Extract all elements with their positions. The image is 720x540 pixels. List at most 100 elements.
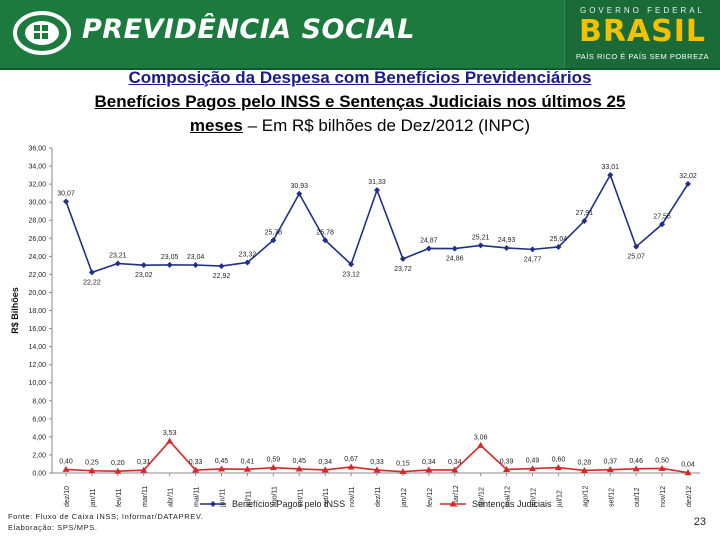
data-point-series-2 xyxy=(580,466,588,473)
data-label-series-1: 32,02 xyxy=(679,173,697,180)
data-label-series-2: 0,04 xyxy=(681,462,695,469)
data-label-series-1: 27,91 xyxy=(576,210,594,217)
data-label-series-1: 24,86 xyxy=(446,256,464,263)
y-tick-label: 26,00 xyxy=(28,236,46,243)
x-tick-label: mar/12 xyxy=(453,485,460,507)
y-tick-label: 28,00 xyxy=(28,218,46,225)
y-tick-label: 10,00 xyxy=(28,380,46,387)
government-brand: GOVERNO FEDERAL BRASIL PAÍS RICO É PAÍS … xyxy=(564,0,720,68)
data-label-series-2: 0,34 xyxy=(422,459,436,466)
data-label-series-1: 23,02 xyxy=(135,272,153,279)
heading-line-1: Composição da Despesa com Benefícios Pre… xyxy=(128,68,592,87)
x-tick-label: dez/10 xyxy=(64,486,71,507)
data-label-series-2: 0,37 xyxy=(603,459,617,466)
data-label-series-2: 0,39 xyxy=(500,458,514,465)
data-point-series-1 xyxy=(140,262,147,269)
data-point-series-2 xyxy=(321,466,329,473)
data-point-series-2 xyxy=(477,441,485,448)
data-point-series-1 xyxy=(218,263,225,270)
data-point-series-2 xyxy=(88,467,96,474)
legend-label-1: Benefícios Pagos pelo INSS xyxy=(232,499,345,509)
data-label-series-2: 0,45 xyxy=(215,458,229,465)
data-point-series-1 xyxy=(296,190,303,197)
data-point-series-2 xyxy=(192,466,200,473)
data-label-series-1: 33,01 xyxy=(601,164,619,171)
y-tick-label: 24,00 xyxy=(28,254,46,261)
data-point-series-1 xyxy=(399,255,406,262)
data-point-series-2 xyxy=(347,463,355,470)
data-point-series-1 xyxy=(607,171,614,178)
prepared-by-line: Elaboração: SPS/MPS. xyxy=(8,523,98,532)
data-point-series-2 xyxy=(114,467,122,474)
data-point-series-1 xyxy=(322,237,329,244)
x-tick-label: abr/12 xyxy=(479,487,486,507)
data-point-series-1 xyxy=(659,221,666,228)
data-point-series-2 xyxy=(218,465,225,472)
brasil-wordmark: BRASIL xyxy=(578,14,707,49)
data-point-series-1 xyxy=(581,218,588,225)
data-point-series-2 xyxy=(62,465,70,472)
x-tick-label: ago/12 xyxy=(582,485,589,507)
data-label-series-2: 3,06 xyxy=(474,434,488,441)
data-point-series-1 xyxy=(633,243,640,250)
x-tick-label: out/12 xyxy=(634,487,641,507)
data-label-series-2: 0,25 xyxy=(85,460,99,467)
data-label-series-2: 0,60 xyxy=(552,457,566,464)
x-tick-label: jan/11 xyxy=(90,488,97,508)
y-tick-label: 34,00 xyxy=(28,164,46,171)
y-tick-label: 6,00 xyxy=(32,416,46,423)
data-point-series-1 xyxy=(503,244,510,251)
heading-line-2: Benefícios Pagos pelo INSS e Sentenças J… xyxy=(94,92,626,111)
y-axis-label: R$ Bilhões xyxy=(10,287,20,334)
y-tick-label: 12,00 xyxy=(28,362,46,369)
data-point-series-1 xyxy=(270,237,277,244)
x-tick-label: dez/11 xyxy=(375,486,382,507)
x-tick-label: mai/11 xyxy=(194,486,201,507)
data-point-series-2 xyxy=(554,464,562,471)
x-tick-label: jun/12 xyxy=(531,488,538,508)
legend-label-2: Sentenças Judiciais xyxy=(472,499,552,509)
y-tick-label: 4,00 xyxy=(32,434,46,441)
data-label-series-1: 23,21 xyxy=(109,252,127,259)
data-label-series-1: 23,05 xyxy=(161,254,179,261)
data-point-series-2 xyxy=(295,465,303,472)
data-label-series-1: 25,04 xyxy=(550,236,568,243)
x-tick-label: jan/12 xyxy=(401,488,408,508)
legend-marker-1 xyxy=(210,501,216,507)
brand-title: PREVIDÊNCIA SOCIAL xyxy=(82,14,415,45)
data-point-series-2 xyxy=(399,468,407,475)
x-tick-label: fev/11 xyxy=(116,488,123,507)
y-tick-label: 8,00 xyxy=(32,398,46,405)
data-label-series-2: 0,49 xyxy=(526,458,540,465)
data-point-series-2 xyxy=(373,466,381,473)
data-label-series-1: 23,72 xyxy=(394,266,412,273)
x-tick-label: jul/11 xyxy=(245,491,252,508)
data-label-series-2: 0,33 xyxy=(370,459,384,466)
data-point-series-2 xyxy=(140,466,148,473)
y-tick-label: 22,00 xyxy=(28,272,46,279)
x-tick-label: jul/12 xyxy=(556,490,563,508)
source-line: Fonte: Fluxo de Caixa INSS; Informar/DAT… xyxy=(8,512,204,521)
y-tick-label: 36,00 xyxy=(28,146,46,153)
data-point-series-2 xyxy=(658,464,666,471)
x-tick-label: mai/12 xyxy=(505,486,512,507)
data-point-series-2 xyxy=(684,469,692,476)
data-label-series-2: 0,34 xyxy=(318,459,332,466)
legend-marker-2 xyxy=(449,500,457,507)
data-point-series-2 xyxy=(503,465,511,472)
previdencia-logo-icon xyxy=(13,11,71,55)
data-point-series-1 xyxy=(348,261,355,268)
data-label-series-2: 0,31 xyxy=(137,459,151,466)
line-chart: 0,00 2,00 4,00 6,00 8,00 10,00 12,00 14,00 16,00… xyxy=(10,146,700,509)
y-tick-label: 32,00 xyxy=(28,182,46,189)
data-label-series-1: 31,33 xyxy=(368,179,386,186)
data-point-series-1 xyxy=(374,187,380,194)
x-tick-label: set/11 xyxy=(297,488,304,507)
data-point-series-1 xyxy=(555,243,562,250)
data-point-series-1 xyxy=(244,259,251,266)
y-tick-label: 0,00 xyxy=(32,471,46,478)
data-label-series-1: 22,92 xyxy=(213,273,231,280)
data-label-series-2: 0,45 xyxy=(292,458,306,465)
data-label-series-2: 0,46 xyxy=(629,458,643,465)
data-label-series-1: 23,32 xyxy=(239,251,257,258)
